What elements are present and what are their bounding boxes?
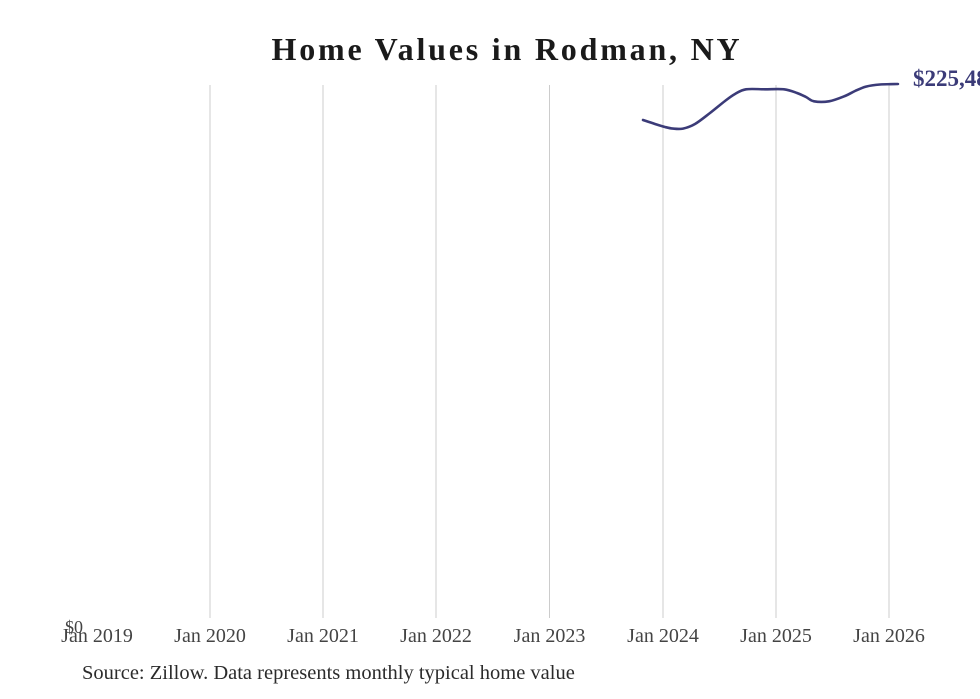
svg-text:Jan 2021: Jan 2021 [287, 625, 359, 647]
svg-text:Jan 2022: Jan 2022 [400, 625, 472, 647]
svg-text:Jan 2025: Jan 2025 [740, 625, 812, 647]
svg-text:Jan 2024: Jan 2024 [627, 625, 699, 647]
svg-text:Jan 2023: Jan 2023 [514, 625, 586, 647]
svg-text:Jan 2026: Jan 2026 [853, 625, 925, 647]
svg-text:$0: $0 [65, 617, 83, 637]
svg-text:Jan 2020: Jan 2020 [174, 625, 246, 647]
svg-text:$225,48: $225,48 [913, 66, 980, 91]
